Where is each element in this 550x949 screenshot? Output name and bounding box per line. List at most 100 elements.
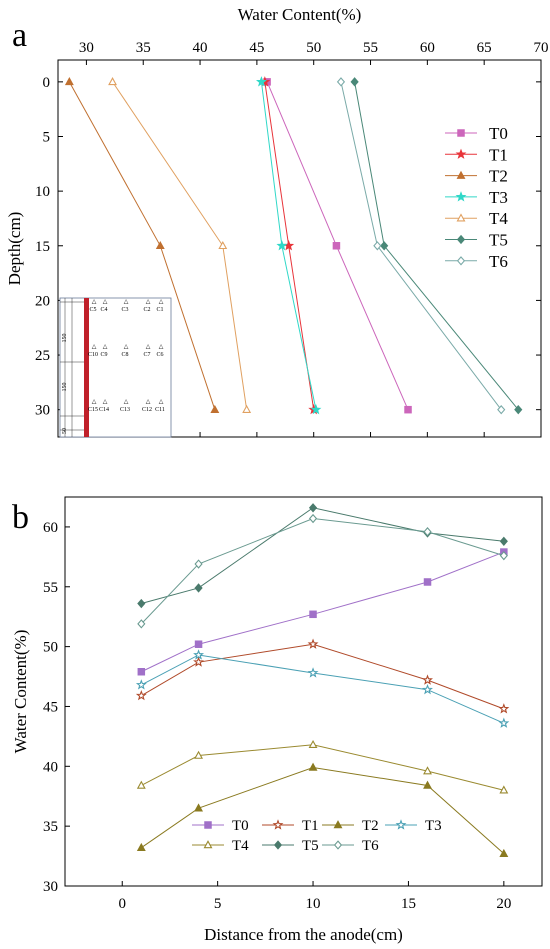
data-point-t1 xyxy=(135,689,147,701)
sensor-mark-icon: △ xyxy=(124,399,129,405)
panel-letter-b: b xyxy=(12,499,29,536)
legend-label-t4: T4 xyxy=(232,838,249,854)
data-point-t2 xyxy=(136,842,146,851)
data-point-t3 xyxy=(276,240,288,251)
sensor-label-c4: C4 xyxy=(100,307,107,313)
y-tick-label: 55 xyxy=(43,580,58,596)
legend-marker-t1 xyxy=(455,148,467,159)
x-tick-label: 70 xyxy=(534,40,549,56)
x-tick-label: 45 xyxy=(249,40,264,56)
sensor-mark-icon: △ xyxy=(146,344,151,350)
data-point-t5 xyxy=(499,536,508,546)
y-tick-label: 25 xyxy=(35,348,50,364)
data-point-t5 xyxy=(350,77,359,87)
data-point-t0 xyxy=(137,668,146,676)
legend-marker-t3 xyxy=(455,191,467,202)
plot-frame-b xyxy=(64,496,543,887)
sensor-label-c3: C3 xyxy=(121,307,128,313)
inset-frame xyxy=(59,297,172,438)
sensor-label-c5: C5 xyxy=(89,307,96,313)
sensor-mark-icon: △ xyxy=(124,299,129,305)
legend-marker-t3 xyxy=(395,819,407,830)
data-point-t0 xyxy=(423,578,432,586)
data-point-t2 xyxy=(423,780,432,789)
data-point-t6 xyxy=(336,77,346,87)
data-point-t2 xyxy=(155,240,165,250)
sensor-label-c13: C13 xyxy=(120,407,130,413)
sensor-mark-icon: △ xyxy=(103,299,108,305)
sensor-label-c2: C2 xyxy=(143,307,150,313)
data-point-t5 xyxy=(194,583,203,593)
sensor-label-c7: C7 xyxy=(143,352,150,358)
data-point-t6 xyxy=(423,527,432,537)
x-tick-label: 10 xyxy=(306,896,321,912)
data-point-t0 xyxy=(332,242,341,250)
sensor-label-c9: C9 xyxy=(100,352,107,358)
x-tick-label: 20 xyxy=(496,896,511,912)
x-tick-label: 40 xyxy=(193,40,208,56)
data-point-t6 xyxy=(499,550,508,561)
site-layout-inset: C5△C4△C3△C2△C1△C10△C9△C8△C7△C6△C15△C14△C… xyxy=(59,297,172,438)
legend-marker-t4 xyxy=(203,840,213,849)
legend-marker-t6 xyxy=(456,256,466,266)
data-point-t3 xyxy=(498,717,510,728)
sensor-mark-icon: △ xyxy=(92,299,97,305)
sensor-label-c11: C11 xyxy=(155,407,165,413)
anode-bar xyxy=(84,298,89,437)
sensor-mark-icon: △ xyxy=(159,299,164,305)
sensor-mark-icon: △ xyxy=(159,344,164,350)
legend-label-t1: T1 xyxy=(302,818,319,834)
y-axis-label-b: Water Content(%) xyxy=(11,630,30,754)
data-point-t0 xyxy=(194,640,203,648)
sensor-label-c10: C10 xyxy=(88,352,98,358)
data-point-t5 xyxy=(137,598,146,609)
legend-label-t2: T2 xyxy=(489,167,508,186)
legend-label-t3: T3 xyxy=(425,818,442,834)
data-point-t3 xyxy=(255,76,267,87)
inset-dimension-label: 50 xyxy=(62,428,68,434)
x-tick-label: 30 xyxy=(79,40,94,56)
legend-label-t1: T1 xyxy=(489,145,508,164)
data-point-t6 xyxy=(373,241,382,251)
y-tick-label: 15 xyxy=(35,239,50,255)
data-point-t5 xyxy=(514,405,523,415)
legend-label-t0: T0 xyxy=(232,818,249,834)
data-point-t6 xyxy=(497,405,506,415)
data-point-t3 xyxy=(307,667,319,678)
data-point-t2 xyxy=(308,762,318,771)
x-tick-label: 15 xyxy=(401,896,416,912)
data-point-t4 xyxy=(423,766,432,775)
x-tick-label: 60 xyxy=(420,40,435,56)
data-point-t6 xyxy=(194,559,203,569)
legend-label-t6: T6 xyxy=(489,252,508,271)
inset-dimension-label: 150 xyxy=(62,334,68,343)
data-point-t4 xyxy=(218,240,228,250)
panel-letter-a: a xyxy=(12,17,27,54)
y-tick-label: 20 xyxy=(35,293,50,309)
data-point-t1 xyxy=(193,656,205,667)
data-point-t2 xyxy=(499,848,509,857)
y-tick-label: 0 xyxy=(43,75,51,91)
legend-marker-t2 xyxy=(456,170,466,179)
sensor-mark-icon: △ xyxy=(103,344,108,350)
y-tick-label: 50 xyxy=(43,640,58,656)
sensor-mark-icon: △ xyxy=(92,399,97,405)
data-point-t4 xyxy=(136,780,146,789)
legend-marker-t4 xyxy=(456,213,466,222)
series-line-t4 xyxy=(141,744,504,791)
data-point-t4 xyxy=(194,750,204,759)
data-point-t4 xyxy=(499,785,509,794)
y-tick-label: 10 xyxy=(35,184,50,200)
x-tick-label: 50 xyxy=(306,40,321,56)
sensor-mark-icon: △ xyxy=(103,399,108,405)
sensor-label-c12: C12 xyxy=(142,407,152,413)
sensor-label-c15: C15 xyxy=(88,407,98,413)
inset-dimension-label: 150 xyxy=(62,383,68,392)
data-point-t2 xyxy=(210,404,220,413)
sensor-mark-icon: △ xyxy=(159,399,164,405)
y-tick-label: 40 xyxy=(43,759,58,775)
legend-label-t5: T5 xyxy=(302,838,319,854)
data-point-t0 xyxy=(309,610,317,619)
